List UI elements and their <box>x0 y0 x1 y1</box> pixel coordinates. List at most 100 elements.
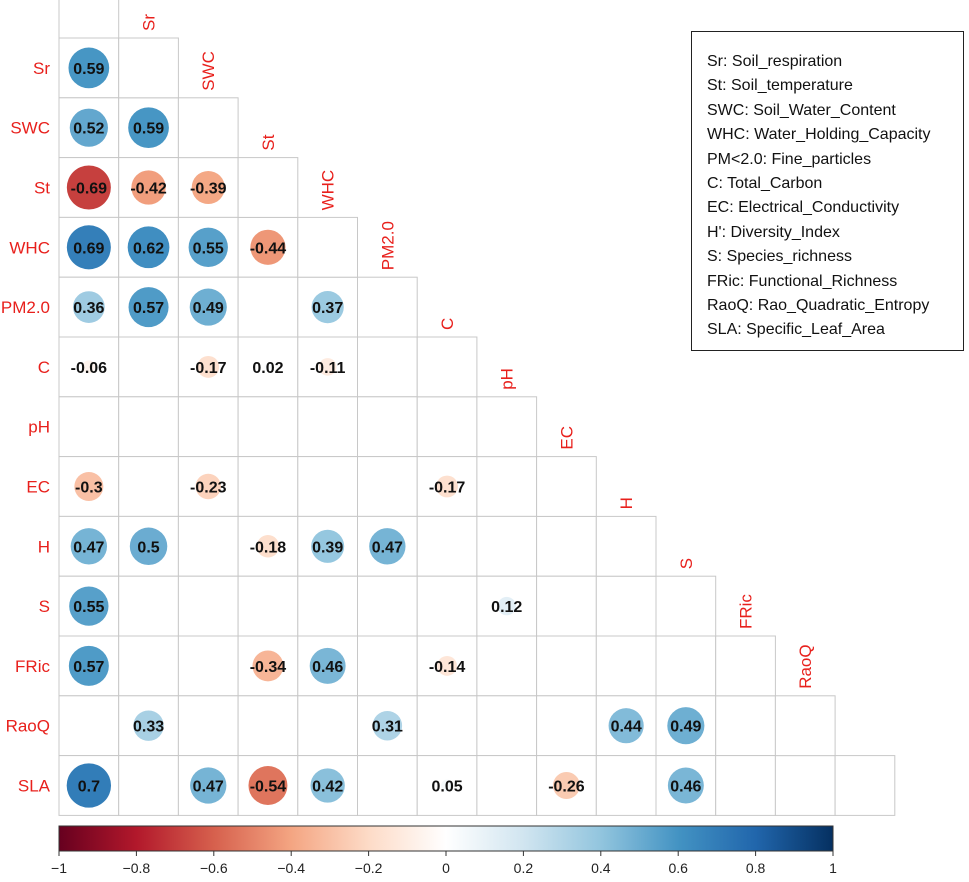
row-label-h: H <box>38 537 50 556</box>
legend-entry-fric: FRic: Functional_Richness <box>707 272 898 290</box>
column-label-raoq: RaoQ <box>796 644 815 688</box>
grid-cell <box>177 515 239 577</box>
correlation-circle <box>436 475 458 498</box>
correlation-circle <box>309 647 346 684</box>
grid-cell <box>177 396 239 458</box>
diagonal-cell <box>58 0 120 39</box>
grid-cell <box>416 575 478 637</box>
correlation-circle <box>82 360 96 374</box>
grid-cell <box>118 456 179 517</box>
correlation-value: -0.14 <box>429 659 466 676</box>
grid-cell <box>177 635 239 697</box>
row-label-whc: WHC <box>9 238 50 257</box>
grid-cell <box>237 276 299 338</box>
color-bar-tick-label: 0 <box>442 860 450 876</box>
correlation-value: 0.36 <box>73 300 104 317</box>
correlation-value: -0.34 <box>250 659 287 676</box>
grid-cell <box>58 695 120 757</box>
row-label-sr: Sr <box>33 59 50 78</box>
correlation-circle <box>248 766 288 805</box>
grid-cell <box>476 695 538 757</box>
legend-entry-h: H': Diversity_Index <box>707 223 840 241</box>
correlation-value: 0.49 <box>670 719 701 736</box>
grid-cell <box>476 515 538 577</box>
correlation-value: 0.44 <box>611 719 642 736</box>
column-label-fric: FRic <box>737 594 756 629</box>
correlation-circle <box>252 650 284 682</box>
correlation-value: 0.69 <box>73 240 104 257</box>
correlation-circle <box>497 596 516 616</box>
grid-cell <box>655 635 717 697</box>
color-bar-tick-label: 0.8 <box>746 860 766 876</box>
correlation-value: -0.17 <box>190 360 227 377</box>
correlation-circle <box>264 363 272 371</box>
correlation-value: -0.06 <box>71 360 108 377</box>
column-label-c: C <box>438 318 457 330</box>
correlation-value: 0.42 <box>312 779 343 796</box>
grid-cell <box>357 635 418 697</box>
column-label-ph: pH <box>498 368 517 390</box>
grid-cell <box>297 695 358 757</box>
legend-entry-sr: Sr: Soil_respiration <box>707 53 843 70</box>
grid-cell <box>237 695 299 757</box>
diagonal-cell <box>297 216 358 278</box>
column-label-sr: Sr <box>140 14 159 31</box>
correlation-value: 0.49 <box>193 300 224 317</box>
correlation-circle <box>311 529 345 563</box>
grid-cell <box>357 396 418 458</box>
correlation-value: -0.39 <box>190 181 227 198</box>
diagonal-cell <box>476 396 538 458</box>
legend-entry-st: St: Soil_temperature <box>707 77 853 95</box>
correlation-value: 0.05 <box>431 779 462 796</box>
legend-entry-whc: WHC: Water_Holding_Capacity <box>707 126 931 144</box>
correlation-value: 0.57 <box>73 659 104 676</box>
correlation-value: -0.17 <box>429 480 466 497</box>
color-bar-tick-label: −1 <box>51 860 67 876</box>
correlation-circle <box>369 528 406 565</box>
correlation-value: 0.47 <box>193 779 224 796</box>
correlation-value: -0.26 <box>548 779 585 796</box>
grid-cell <box>476 755 538 816</box>
color-bar-tick-label: 0.6 <box>668 860 688 876</box>
grid-cell <box>237 575 299 637</box>
correlation-value: 0.62 <box>133 240 164 257</box>
correlation-circle <box>128 107 169 149</box>
correlation-circle <box>131 170 166 205</box>
legend-entry-swc: SWC: Soil_Water_Content <box>707 101 896 119</box>
grid-cell <box>715 755 776 816</box>
grid-cell <box>297 575 358 637</box>
grid-cell <box>416 515 478 577</box>
correlation-circle <box>667 707 705 745</box>
grid-cell <box>177 575 239 637</box>
correlation-circle <box>190 767 227 804</box>
color-bar-tick-label: −0.4 <box>277 860 305 876</box>
correlation-circle <box>667 767 704 804</box>
row-label-swc: SWC <box>10 119 50 138</box>
diagonal-cell <box>655 575 717 637</box>
correlation-circle <box>69 586 109 626</box>
diagonal-cell <box>237 157 299 218</box>
grid-cell <box>536 695 597 757</box>
grid-cell <box>536 635 597 697</box>
grid-cell <box>118 575 179 637</box>
grid-cell <box>715 695 776 757</box>
diagonal-cell <box>774 695 836 757</box>
color-bar-tick-label: 0.2 <box>514 860 534 876</box>
legend-entry-s: S: Species_richness <box>707 248 852 266</box>
column-label-st: St <box>259 134 278 150</box>
diagonal-cell <box>536 456 597 517</box>
correlation-circle <box>133 710 164 741</box>
column-label-s: S <box>677 558 696 569</box>
grid-cell <box>416 695 478 757</box>
correlation-circle <box>311 290 344 324</box>
color-bar <box>58 825 834 852</box>
correlation-value: 0.7 <box>78 779 100 796</box>
correlation-circle <box>68 645 109 686</box>
correlation-circle <box>72 291 105 323</box>
color-bar-tick-label: −0.2 <box>355 860 383 876</box>
correlation-value: 0.55 <box>73 599 104 616</box>
correlation-value: 0.57 <box>133 300 164 317</box>
row-label-ec: EC <box>26 478 50 497</box>
grid-cell <box>416 396 478 458</box>
grid-cell <box>357 336 418 398</box>
